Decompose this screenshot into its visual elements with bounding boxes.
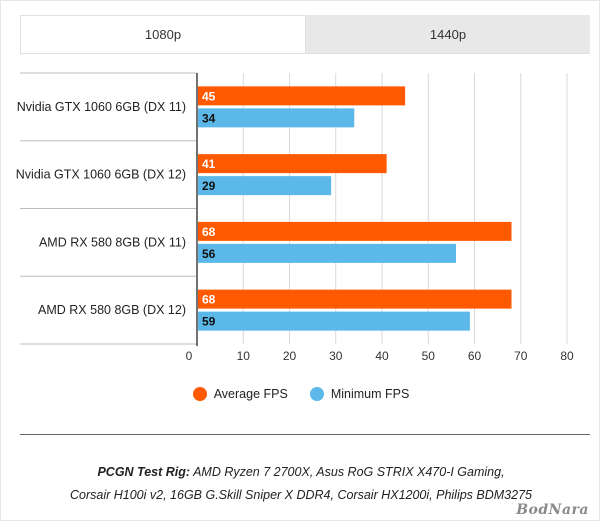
bar-minimum[interactable]: [198, 176, 332, 196]
tab-underline: [20, 53, 590, 54]
data-label-average: 41: [202, 157, 216, 171]
data-label-minimum: 34: [202, 111, 216, 125]
bar-minimum[interactable]: [198, 108, 355, 128]
x-tick-label: 20: [283, 349, 297, 363]
data-label-average: 45: [202, 89, 216, 103]
bar-minimum[interactable]: [198, 243, 456, 263]
test-rig-line-2: Corsair H100i v2, 16GB G.Skill Sniper X …: [70, 488, 532, 502]
category-label: AMD RX 580 8GB (DX 12): [38, 303, 186, 317]
legend-item-minimum[interactable]: Minimum FPS: [309, 387, 410, 401]
tab-1440p[interactable]: 1440p: [306, 15, 590, 53]
bar-average[interactable]: [198, 221, 512, 241]
test-rig-label: PCGN Test Rig:: [97, 465, 191, 479]
legend-swatch-average: [192, 387, 207, 401]
x-tick-label: 80: [560, 349, 574, 363]
category-label: Nvidia GTX 1060 6GB (DX 12): [16, 168, 186, 182]
x-tick-label: 60: [468, 349, 482, 363]
x-tick-label: 40: [375, 349, 389, 363]
legend: Average FPS Minimum FPS: [1, 387, 600, 401]
test-rig-line-1: PCGN Test Rig: AMD Ryzen 7 2700X, Asus R…: [1, 461, 600, 484]
bar-minimum[interactable]: [198, 311, 470, 331]
legend-label-minimum: Minimum FPS: [330, 387, 410, 401]
tab-1080p[interactable]: 1080p: [20, 15, 306, 53]
bar-average[interactable]: [198, 86, 406, 106]
x-tick-label: 0: [186, 349, 193, 363]
x-tick-label: 10: [237, 349, 251, 363]
data-label-minimum: 29: [202, 179, 216, 193]
data-label-minimum: 59: [202, 315, 216, 329]
data-label-average: 68: [202, 293, 216, 307]
data-label-minimum: 56: [202, 247, 216, 261]
legend-label-average: Average FPS: [213, 387, 288, 401]
category-label: Nvidia GTX 1060 6GB (DX 11): [17, 100, 186, 114]
bar-chart: Nvidia GTX 1060 6GB (DX 11) 45 34 Nvidia GT…: [16, 72, 574, 363]
x-tick-label: 70: [514, 349, 528, 363]
data-label-average: 68: [202, 225, 216, 239]
category-label: AMD RX 580 8GB (DX 11): [39, 235, 186, 249]
legend-swatch-minimum: [309, 387, 324, 401]
watermark-logo: BodNara: [516, 502, 589, 518]
legend-item-average[interactable]: Average FPS: [192, 387, 288, 401]
bar-average[interactable]: [198, 154, 387, 174]
resolution-tabs: 1080p 1440p: [20, 15, 590, 53]
x-tick-label: 50: [422, 349, 436, 363]
footer-divider: [20, 434, 590, 435]
bar-average[interactable]: [198, 289, 512, 309]
test-rig-note: PCGN Test Rig: AMD Ryzen 7 2700X, Asus R…: [1, 461, 600, 507]
x-tick-label: 30: [329, 349, 343, 363]
test-rig-text-1: AMD Ryzen 7 2700X, Asus RoG STRIX X470-I…: [193, 465, 505, 479]
